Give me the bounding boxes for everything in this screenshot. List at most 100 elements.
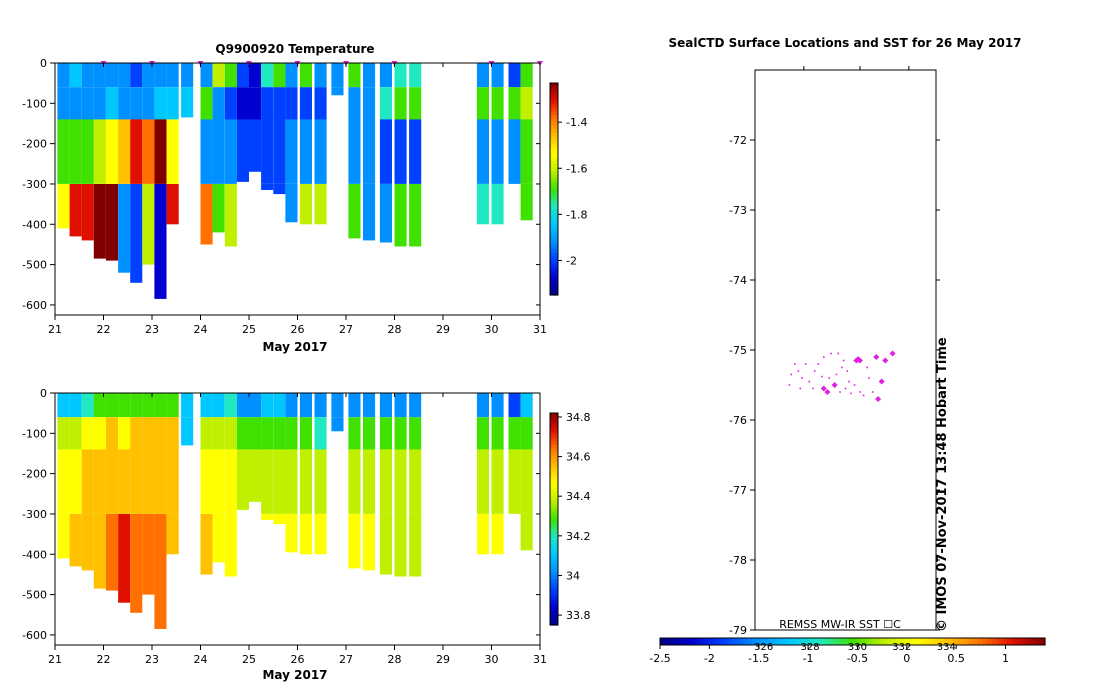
p2-profile-27-band-2 [476,449,489,514]
salinity-heatmap [57,393,533,629]
colorbar-step [550,462,558,467]
sst-colorbar-step [905,638,911,645]
p1-profile-8-band-0 [154,63,167,88]
p2-profile-7-band-3 [142,514,155,595]
sst-colorbar-step [717,638,724,645]
seal-track-point [794,363,796,365]
p2-profile-30-band-2 [520,449,533,514]
map-panel: SealCTD Surface Locations and SST for 26… [649,36,1046,665]
map-y-tick-label: -76 [729,414,747,427]
p1-profile-30-band-2 [520,119,533,184]
sst-colorbar-step [1006,638,1012,645]
p2-profile-19-band-0 [299,393,312,418]
sst-colorbar-step [929,638,935,645]
p1-profile-18-band-2 [285,119,298,184]
p2-profile-2-band-1 [81,417,94,450]
colorbar-step [550,128,558,134]
p2-profile-18-band-0 [285,393,298,418]
p1-profile-9-band-0 [166,63,179,88]
sst-inner-tick-label: 326 [754,642,773,653]
sst-inner-tick-label: 334 [937,642,956,653]
p2-profile-1-band-2 [69,449,82,514]
p1-profile-10-band-0 [181,63,194,88]
x-tick-label: 22 [97,653,111,666]
sst-colorbar-step [1040,638,1046,645]
colorbar-step [550,217,558,222]
colorbar-step [550,196,558,201]
colorbar-step [550,252,558,257]
x-tick-label: 31 [533,323,547,336]
p2-profile-14-band-0 [236,393,249,418]
x-tick-label: 31 [533,653,547,666]
p1-profile-22-band-2 [348,119,361,184]
p2-profile-25-band-0 [394,393,407,418]
colorbar-step [550,114,558,119]
sst-colorbar-tick-label: -0.5 [847,652,868,665]
sst-colorbar-step [746,638,753,645]
p2-profile-6-band-3 [130,514,143,613]
x-tick-label: 30 [485,323,499,336]
sst-colorbar-step [1001,638,1008,645]
p2-profile-10-band-1 [181,417,194,446]
p1-profile-13-band-3 [224,184,237,247]
colorbar-step [550,617,558,623]
temperature-panel: Q9900920 Temperature 21 22 23 24 25 26 27 28 29 3… [22,42,587,354]
colorbar-step [550,526,558,531]
p1-profile-3-band-3 [93,184,106,259]
x-tick-label: 27 [339,323,353,336]
colorbar-step [550,249,558,254]
p1-profile-12-band-1 [212,87,225,120]
p2-profile-28-band-0 [491,393,504,418]
colorbar-tick-label: 34.2 [566,530,591,543]
colorbar-step [550,430,558,435]
p1-profile-4-band-0 [105,63,118,88]
p1-profile-28-band-2 [491,119,504,184]
seal-track-point [813,370,816,372]
p2-profile-18-band-2 [285,449,298,514]
p1-profile-22-band-0 [348,63,361,88]
p2-profile-22-band-0 [348,393,361,418]
seal-track-point [790,373,792,376]
sst-colorbar-step [804,638,810,645]
map-frame [754,69,937,631]
p1-profile-6-band-3 [130,184,143,283]
seal-track-point [842,359,845,362]
p2-profile-23-band-1 [363,417,376,450]
sst-colorbar-step [688,638,695,645]
colorbar-step [550,238,558,243]
p2-profile-25-band-3 [394,514,407,577]
seal-ctd-location [855,356,862,363]
colorbar-step [550,93,558,98]
x-tick-label: 26 [291,653,305,666]
colorbar-step [550,291,558,296]
colorbar-step [550,572,558,577]
colorbar-step [550,83,558,88]
p2-profile-9-band-3 [166,514,179,555]
p1-profile-21-band-0 [331,63,344,88]
sst-colorbar-step [698,638,704,645]
p2-profile-0-band-2 [57,449,70,514]
p1-profile-15-band-1 [249,87,262,120]
map-seal-locations [788,350,896,402]
sst-colorbar-step [751,638,757,645]
sst-colorbar-step [799,638,805,645]
x-tick-label: 30 [485,653,499,666]
p2-profile-5-band-2 [118,449,131,514]
p1-profile-9-band-3 [166,184,179,225]
p1-profile-4-band-3 [105,184,118,261]
colorbar-step [550,413,558,418]
sst-colorbar-step [693,638,700,645]
p2-profile-8-band-3 [154,514,167,629]
salinity-y-ticks: 0 -100 -200 -300 -400 -500 -600 [22,387,540,642]
p2-profile-27-band-0 [476,393,489,418]
colorbar-step [550,621,558,626]
p2-profile-15-band-2 [249,449,262,502]
sst-colorbar-tick-label: -2 [704,652,715,665]
p2-profile-3-band-1 [93,417,106,450]
sst-colorbar-step [1016,638,1022,645]
p1-profile-3-band-0 [93,63,106,88]
colorbar-tick-label: -1.6 [566,162,587,175]
p2-profile-14-band-1 [236,417,249,450]
sst-colorbar-tick-label: -1 [803,652,814,665]
colorbar-step [550,97,558,102]
